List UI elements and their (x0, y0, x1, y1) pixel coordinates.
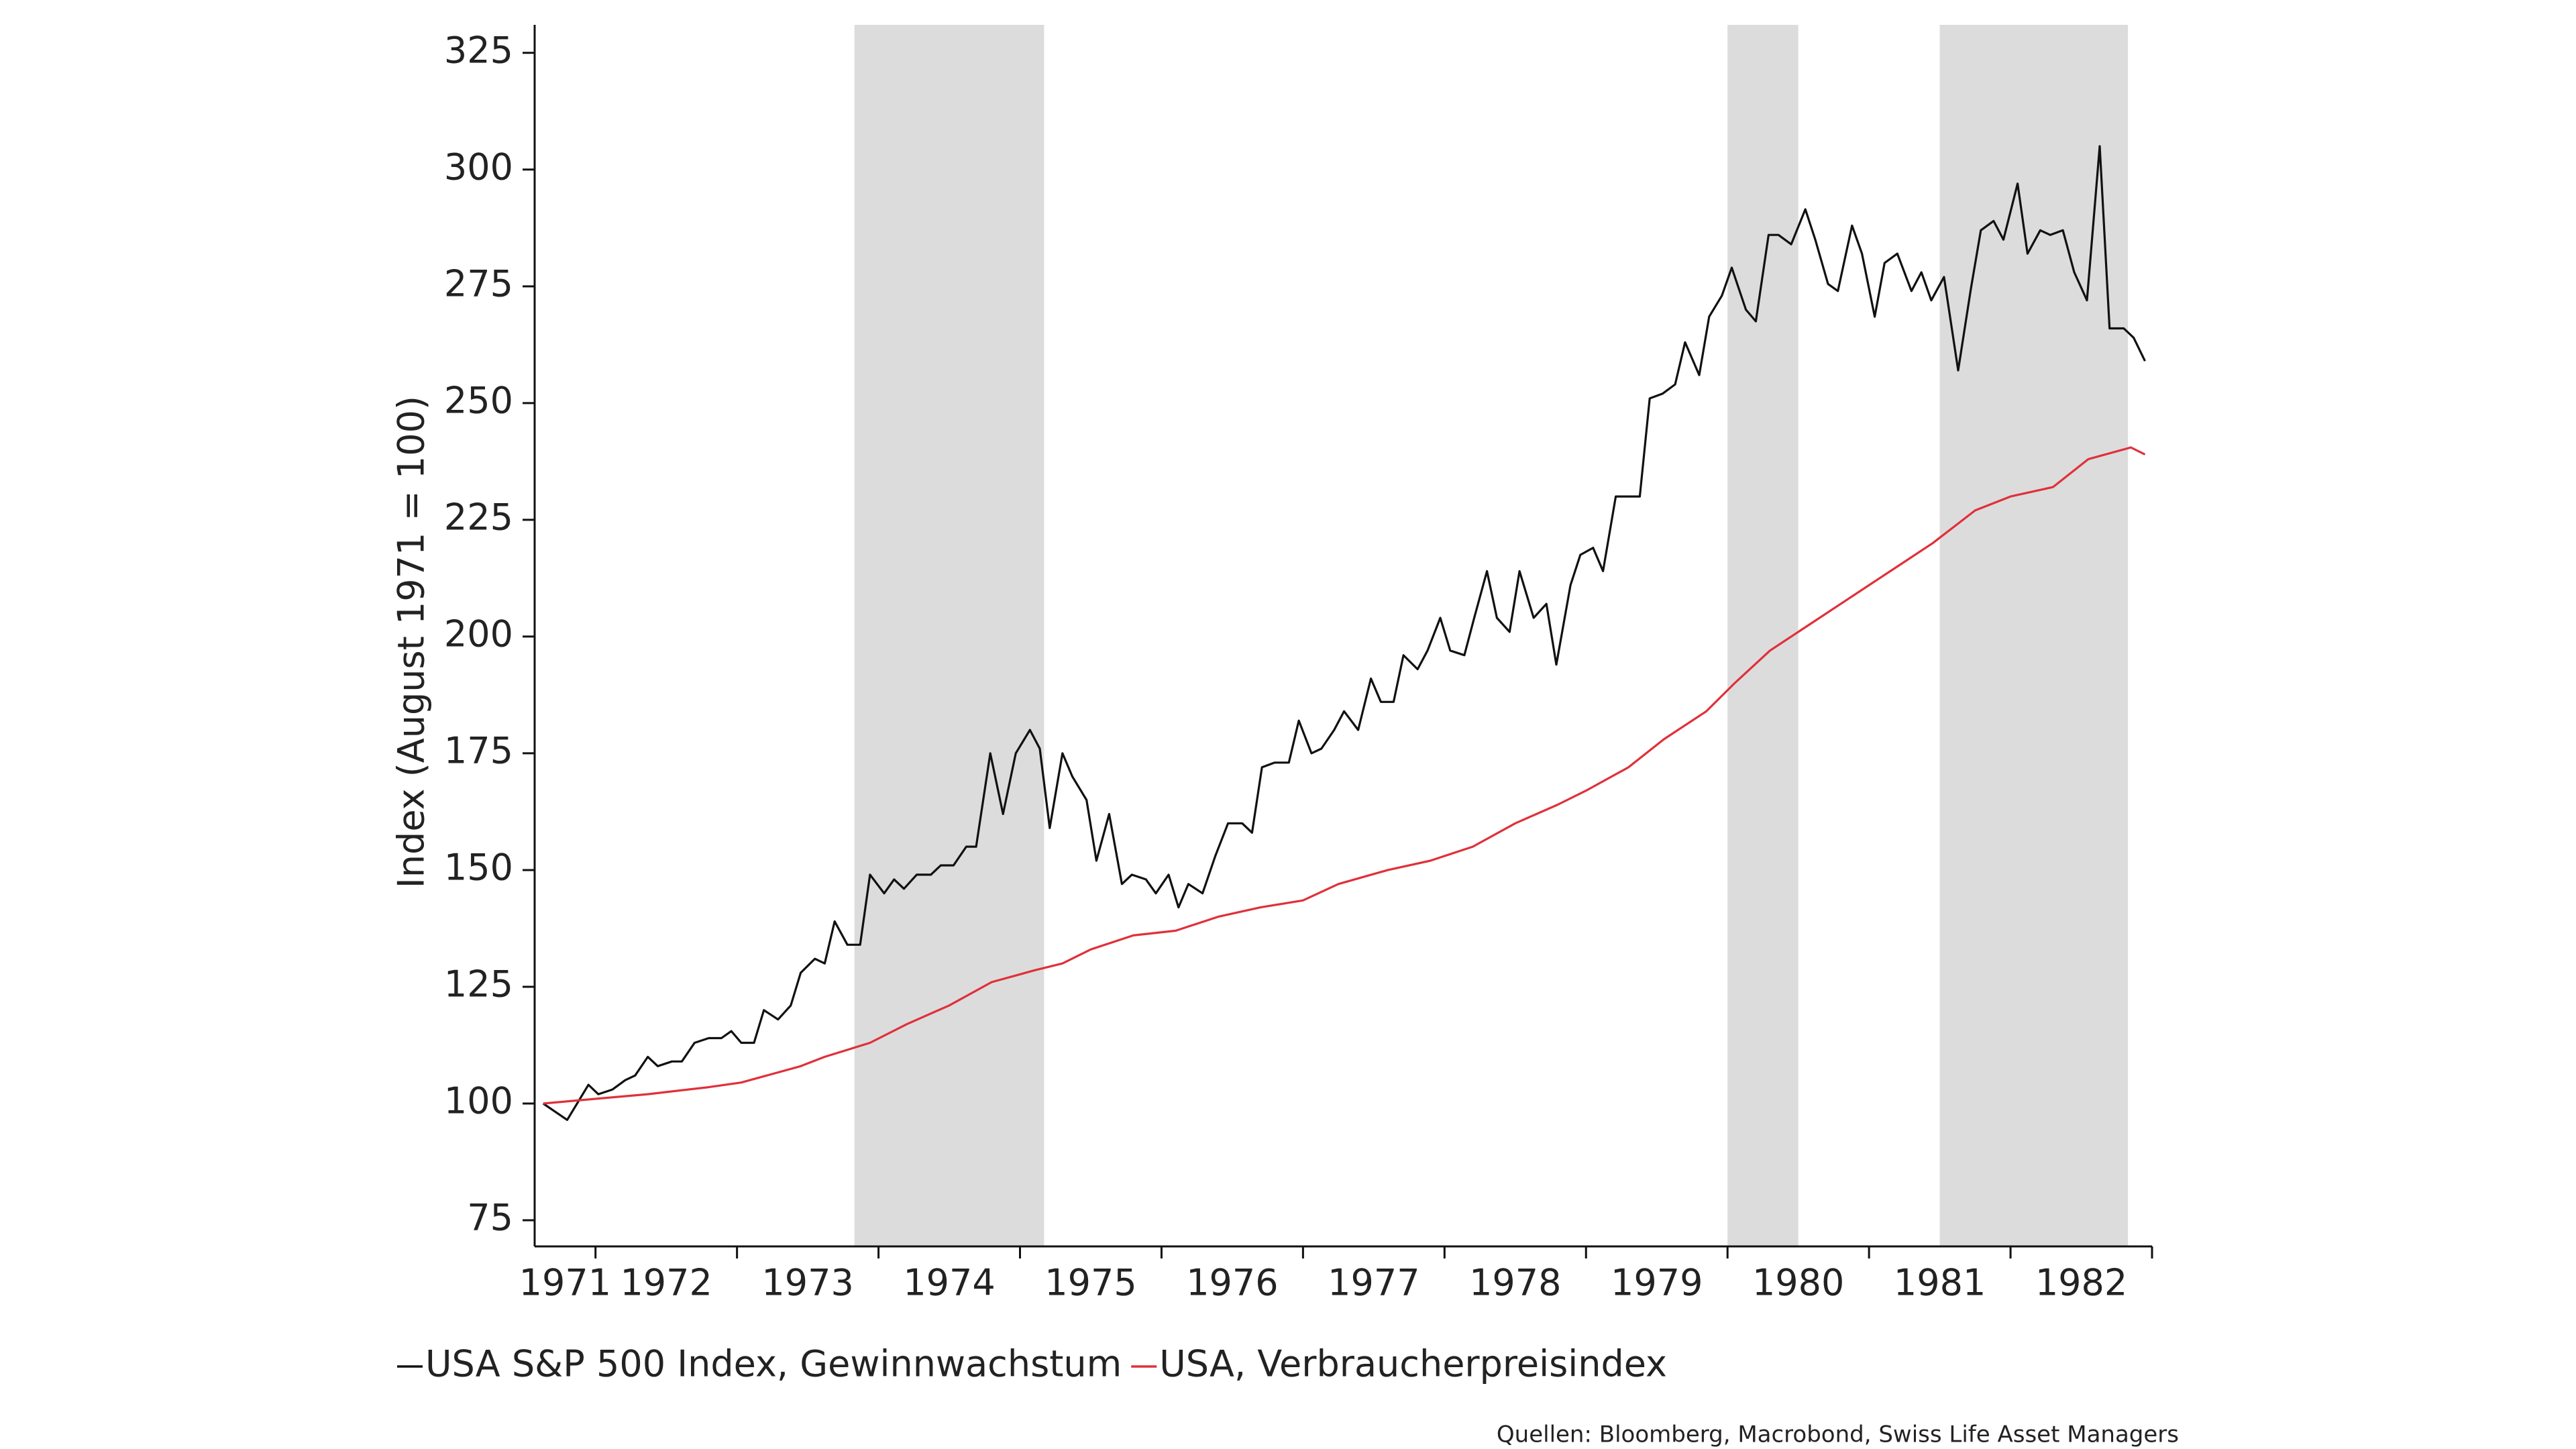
shaded-period (1727, 25, 1799, 1246)
series-line (543, 446, 2146, 1105)
y-tick-label: 200 (444, 613, 513, 655)
y-tick-label: 150 (444, 847, 513, 889)
legend-label: USA S&P 500 Index, Gewinnwachstum (425, 1343, 1122, 1385)
shaded-period (854, 25, 1044, 1246)
source-note: Quellen: Bloomberg, Macrobond, Swiss Lif… (1497, 1421, 2179, 1448)
y-tick-label: 175 (444, 730, 513, 772)
y-axis-title: Index (August 1971 = 100) (390, 396, 433, 888)
x-tick-label: 1977 (1328, 1262, 1419, 1304)
y-tick-label: 250 (444, 379, 513, 421)
x-tick-label: 1973 (761, 1262, 853, 1304)
x-tick-label: 1976 (1186, 1262, 1278, 1304)
x-tick-label: 1975 (1044, 1262, 1136, 1304)
x-tick-label: 1978 (1469, 1262, 1561, 1304)
x-tick-label: 1971 (519, 1262, 611, 1304)
x-tick-label: 1974 (903, 1262, 995, 1304)
x-tick-label: 1981 (1894, 1262, 1986, 1304)
x-tick-label: 1982 (2035, 1262, 2127, 1304)
x-tick-label: 1979 (1611, 1262, 1703, 1304)
y-tick-label: 100 (444, 1080, 513, 1122)
y-tick-label: 325 (444, 29, 513, 71)
y-tick-label: 75 (467, 1197, 513, 1239)
y-tick-label: 225 (444, 496, 513, 539)
x-tick-label: 1972 (620, 1262, 712, 1304)
x-tick-label: 1980 (1752, 1262, 1844, 1304)
legend-label: USA, Verbraucherpreisindex (1159, 1343, 1667, 1385)
shaded-period (1939, 25, 2129, 1246)
y-tick-label: 300 (444, 146, 513, 188)
y-tick-label: 275 (444, 262, 513, 305)
series-line (542, 145, 2146, 1121)
y-tick-label: 125 (444, 963, 513, 1006)
